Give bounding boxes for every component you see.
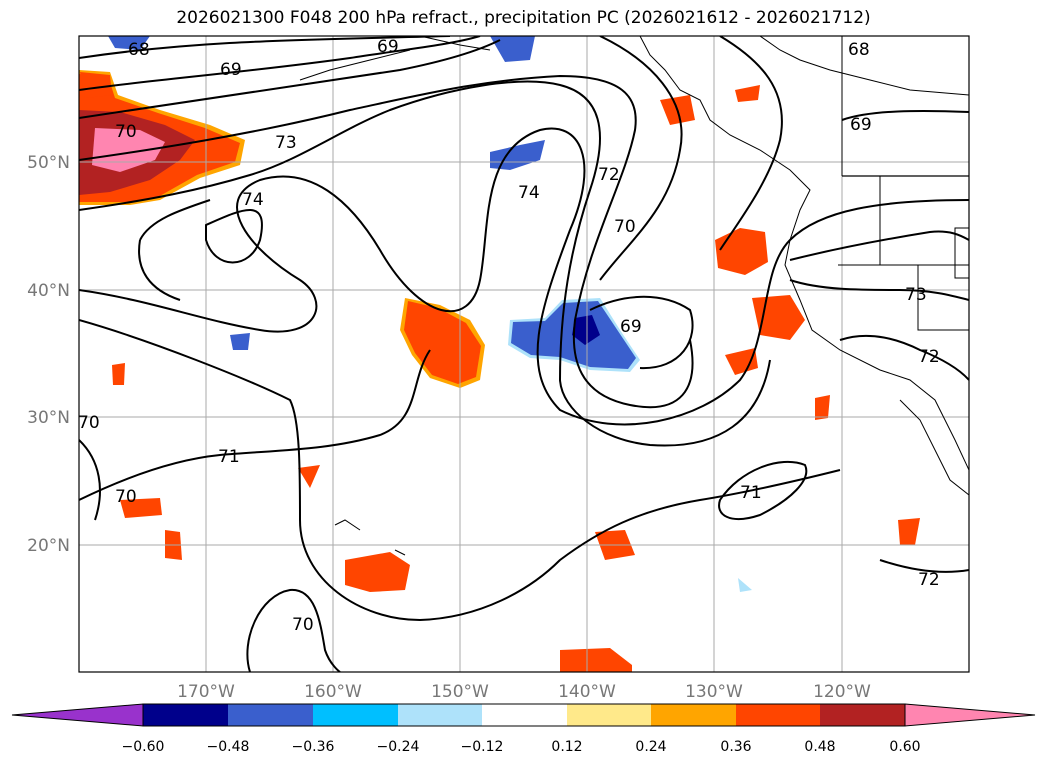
longitude-axis: 170°W 160°W 150°W 140°W 130°W 120°W [177, 682, 871, 702]
precipitation-layer [79, 36, 920, 672]
precip-positive-area [120, 498, 162, 518]
contour-label: 68 [128, 40, 150, 60]
colorbar-tick-label: 0.48 [804, 739, 835, 755]
contour-label: 73 [275, 133, 297, 153]
colorbar-segment [313, 704, 398, 726]
lon-tick-label: 120°W [813, 682, 871, 702]
precip-positive-area [815, 395, 830, 420]
contour-label: 74 [518, 183, 540, 203]
precip-positive-area [560, 648, 632, 672]
contour-label: 71 [740, 483, 762, 503]
precip-positive-area [80, 72, 112, 98]
colorbar: −0.60 −0.48 −0.36 −0.24 −0.12 0.12 0.24 … [11, 703, 1036, 755]
colorbar-tick-label: −0.48 [207, 739, 250, 755]
contour-label: 72 [918, 570, 940, 590]
precip-negative-area [108, 36, 150, 50]
colorbar-tick-label: 0.24 [635, 739, 666, 755]
colorbar-segment [228, 704, 313, 726]
precip-negative-area [230, 333, 250, 350]
colorbar-tick-label: −0.12 [461, 739, 504, 755]
contour-label: 72 [918, 347, 940, 367]
colorbar-segment [820, 704, 905, 726]
contour-label: 74 [242, 190, 264, 210]
contour-label: 69 [620, 317, 642, 337]
contour-label: 70 [292, 615, 314, 635]
colorbar-segment [143, 704, 228, 726]
lat-tick-label: 20°N [27, 536, 70, 556]
contour-label: 69 [850, 115, 872, 135]
map-frame [78, 35, 970, 673]
precip-positive-area [715, 228, 768, 275]
lon-tick-label: 130°W [685, 682, 743, 702]
lat-tick-label: 50°N [27, 153, 70, 173]
colorbar-max-extend [904, 703, 1036, 727]
colorbar-min-extend [11, 703, 144, 727]
lon-tick-label: 170°W [177, 682, 235, 702]
precip-negative-area [738, 578, 752, 592]
colorbar-tick-label: 0.36 [720, 739, 751, 755]
contour-labels: 68 69 69 68 69 70 73 74 74 72 70 69 73 7… [78, 37, 940, 635]
contour-label: 73 [905, 285, 927, 305]
colorbar-segment [736, 704, 820, 726]
precip-negative-area [490, 140, 545, 170]
lon-tick-label: 140°W [558, 682, 616, 702]
colorbar-tick-label: 0.12 [551, 739, 582, 755]
precip-strong-negative [572, 315, 600, 345]
lon-tick-label: 150°W [431, 682, 489, 702]
contour-label: 70 [614, 217, 636, 237]
refractivity-contours [79, 36, 969, 672]
precip-positive-area [345, 552, 410, 592]
colorbar-tick-label: −0.24 [377, 739, 420, 755]
contour-label: 69 [377, 37, 399, 57]
precip-positive-area [898, 518, 920, 545]
colorbar-segment [651, 704, 736, 726]
contour-label: 70 [78, 413, 100, 433]
coastlines [299, 36, 969, 556]
precip-positive-area [404, 301, 481, 384]
precip-positive-area [298, 465, 320, 488]
precip-positive-area [112, 363, 125, 385]
lon-tick-label: 160°W [304, 682, 362, 702]
colorbar-segment [482, 704, 567, 726]
colorbar-tick-label: 0.60 [889, 739, 920, 755]
contour-label: 69 [220, 60, 242, 80]
colorbar-tick-label: −0.60 [122, 739, 165, 755]
lat-tick-label: 30°N [27, 408, 70, 428]
latitude-axis: 50°N 40°N 30°N 20°N [27, 153, 70, 556]
precip-extreme-area [92, 128, 165, 172]
contour-label: 68 [848, 40, 870, 60]
contour-label: 70 [115, 487, 137, 507]
precip-positive-area [735, 85, 760, 102]
contour-label: 70 [115, 122, 137, 142]
contour-label: 71 [218, 447, 240, 467]
colorbar-tick-label: −0.36 [292, 739, 335, 755]
precip-negative-area [490, 36, 535, 62]
lat-tick-label: 40°N [27, 281, 70, 301]
precip-positive-area [725, 348, 758, 375]
gridlines [79, 36, 969, 672]
map-title: 2026021300 F048 200 hPa refract., precip… [176, 8, 871, 28]
colorbar-segment [398, 704, 482, 726]
contour-label: 72 [598, 165, 620, 185]
colorbar-segment [567, 704, 651, 726]
